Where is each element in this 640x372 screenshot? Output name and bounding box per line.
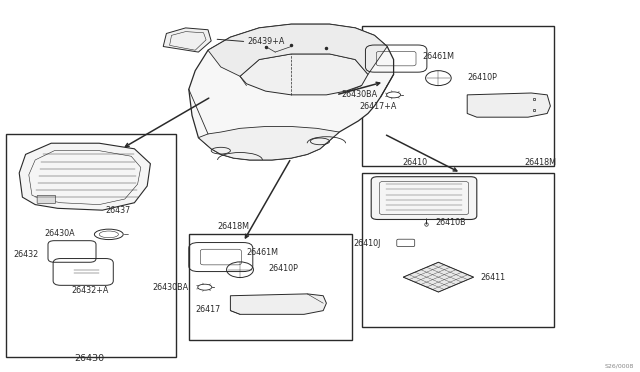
Text: 26439+A: 26439+A: [248, 37, 285, 46]
Text: S26/0008: S26/0008: [604, 363, 634, 368]
Bar: [362, 26, 554, 166]
Text: 26430A: 26430A: [45, 230, 76, 238]
Text: 26410B: 26410B: [435, 218, 466, 227]
Bar: [362, 173, 554, 327]
Text: 26432+A: 26432+A: [71, 286, 108, 295]
FancyBboxPatch shape: [371, 177, 477, 219]
Text: 26417+A: 26417+A: [360, 102, 397, 110]
Text: 26430: 26430: [74, 354, 105, 363]
Text: 26430BA: 26430BA: [342, 90, 378, 99]
Text: 26437: 26437: [106, 206, 131, 215]
Polygon shape: [189, 24, 394, 160]
Text: 26418M: 26418M: [525, 158, 557, 167]
Text: 26410P: 26410P: [269, 264, 299, 273]
Text: 26432: 26432: [13, 250, 38, 259]
Text: 26417: 26417: [196, 305, 221, 314]
Polygon shape: [19, 143, 150, 210]
Bar: [189, 234, 352, 340]
Polygon shape: [208, 24, 387, 76]
Bar: [6, 134, 176, 357]
Polygon shape: [403, 262, 474, 292]
Polygon shape: [230, 294, 326, 314]
Text: 26410: 26410: [402, 158, 427, 167]
Text: 26410J: 26410J: [353, 239, 381, 248]
Text: 26461M: 26461M: [422, 52, 454, 61]
Text: 26418M: 26418M: [218, 222, 250, 231]
FancyBboxPatch shape: [37, 195, 56, 203]
Text: 26430BA: 26430BA: [153, 283, 189, 292]
Polygon shape: [467, 93, 550, 117]
Text: 26410P: 26410P: [467, 73, 497, 81]
Polygon shape: [163, 28, 211, 52]
Text: 26411: 26411: [480, 273, 505, 282]
Text: 26461M: 26461M: [246, 248, 278, 257]
Polygon shape: [240, 54, 368, 95]
Polygon shape: [198, 126, 339, 160]
